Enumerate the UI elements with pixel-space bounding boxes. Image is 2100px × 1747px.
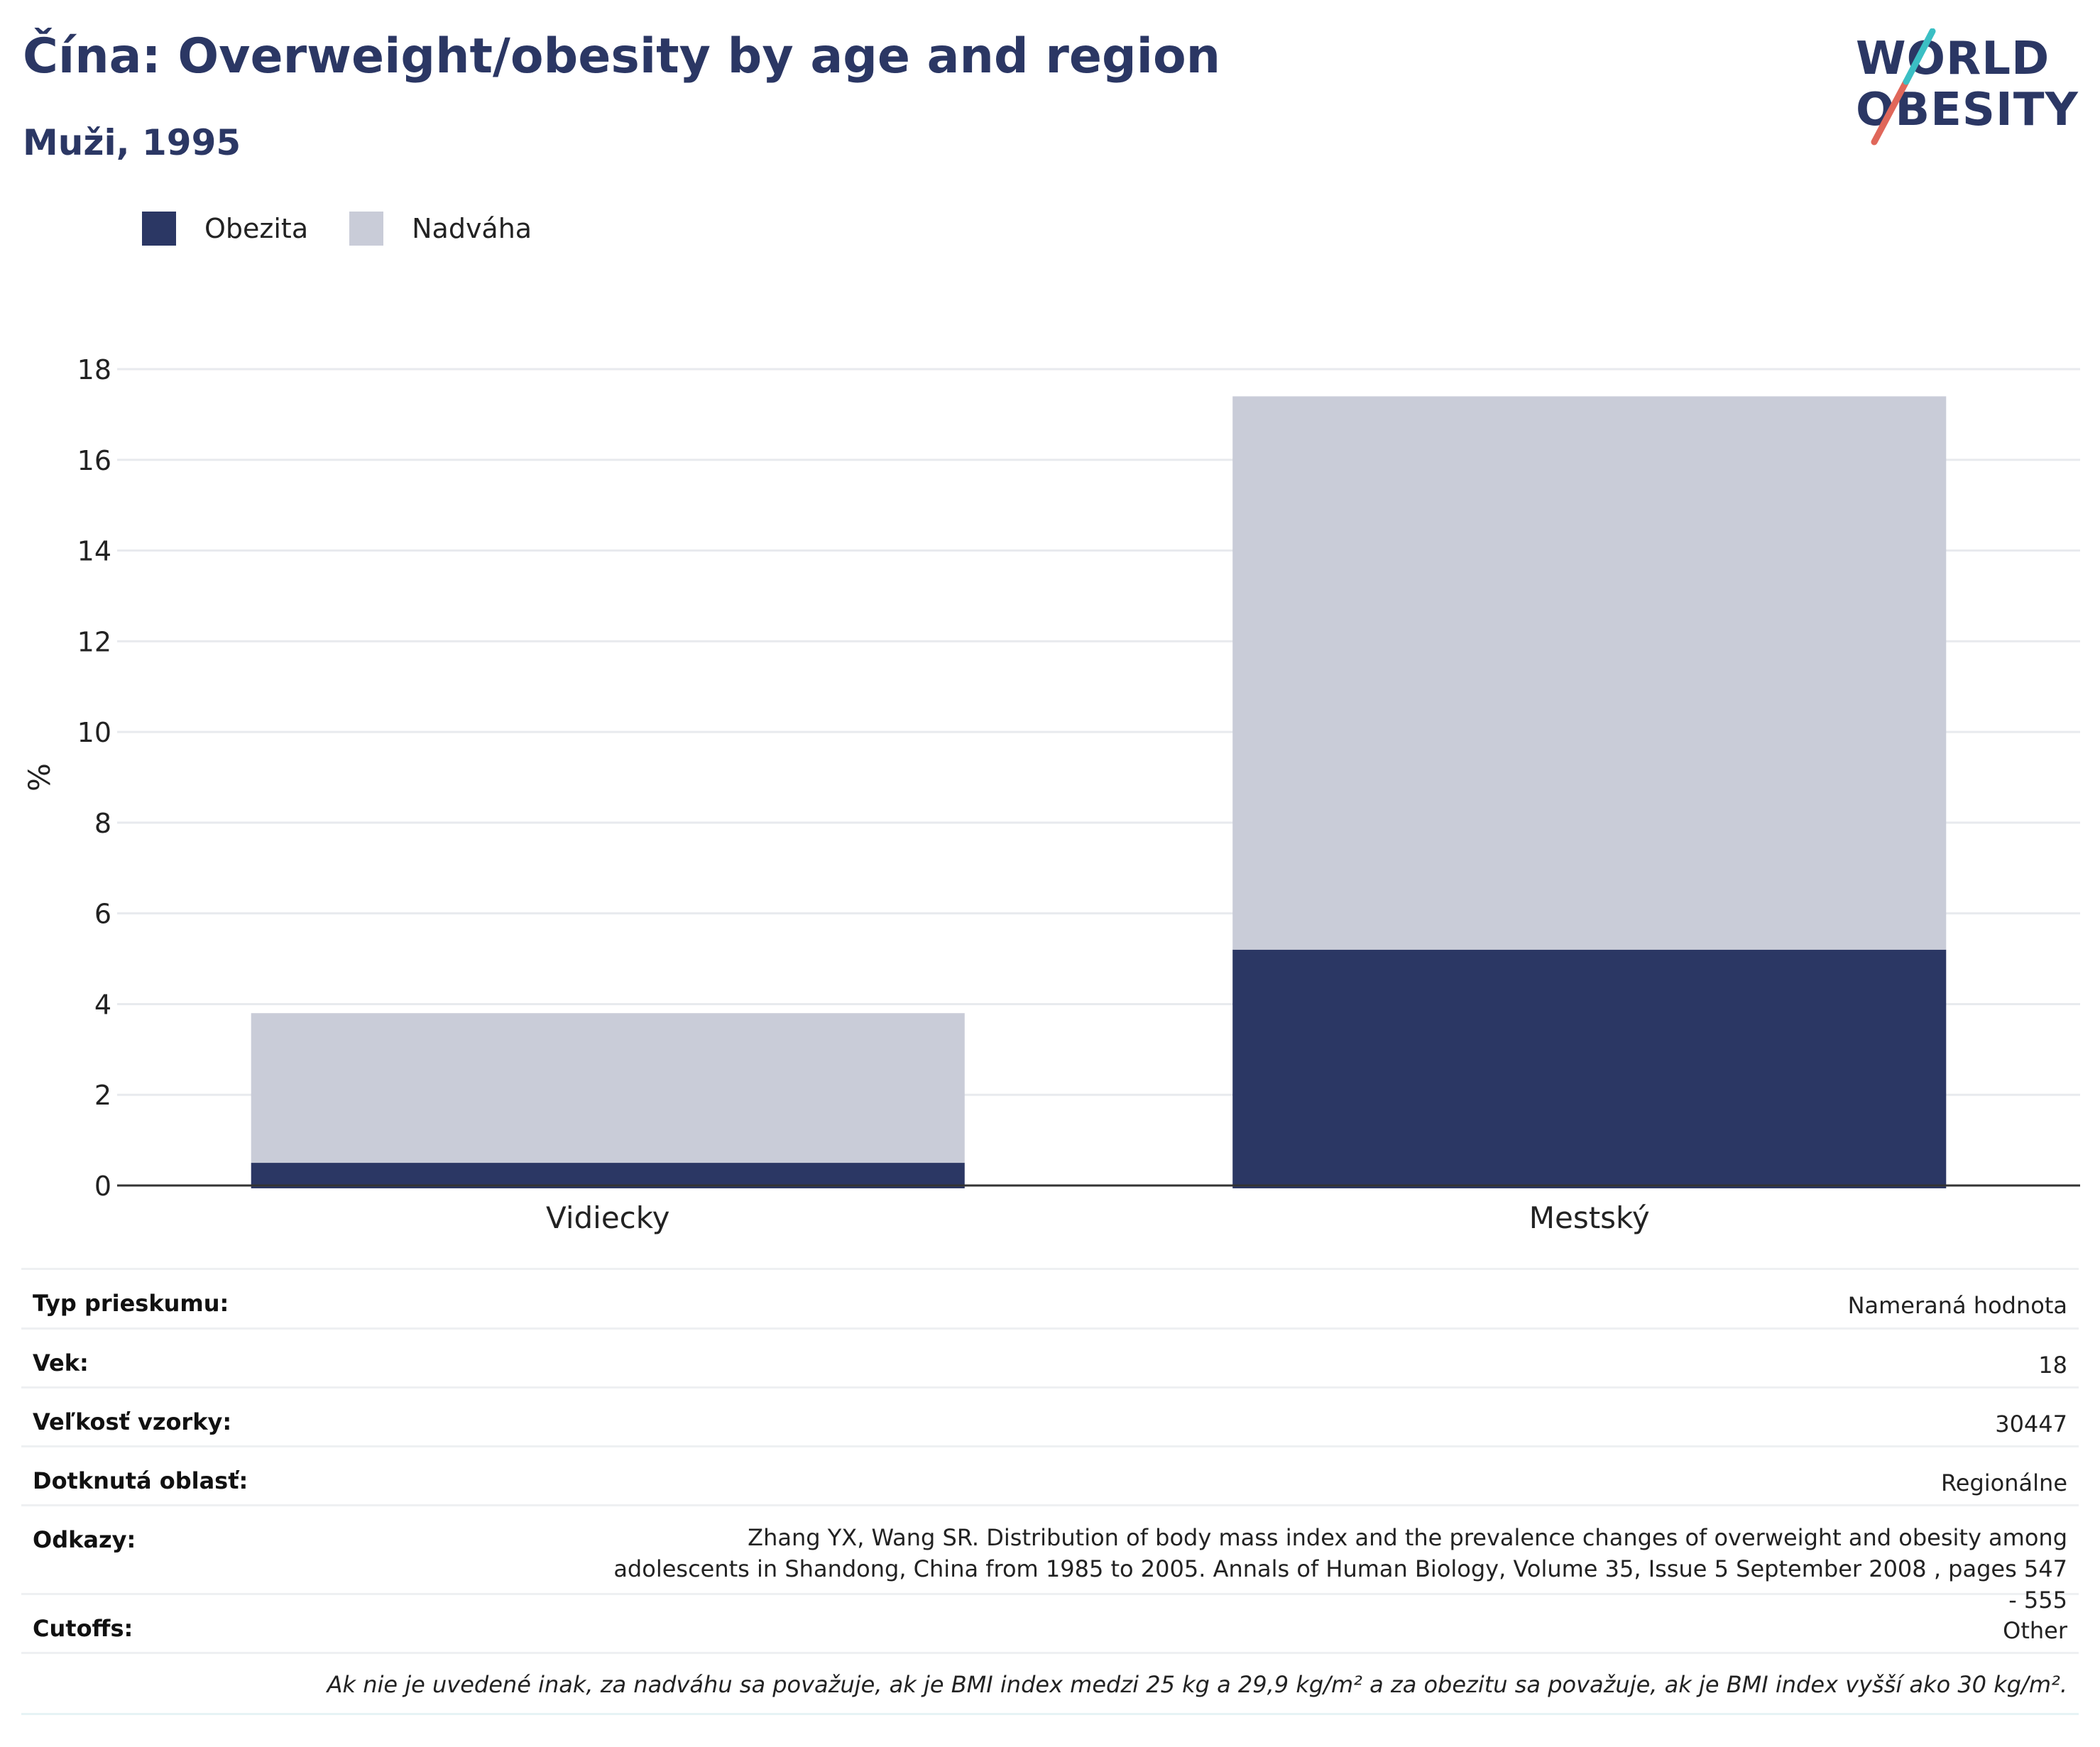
page-subtitle: Muži, 1995 — [23, 122, 241, 163]
y-tick-label: 14 — [77, 536, 111, 567]
legend-item-obezita[interactable]: Obezita — [142, 212, 308, 246]
info-value: Regionálne — [1940, 1469, 2067, 1496]
y-tick-label: 2 — [94, 1080, 111, 1111]
info-value: Other — [2003, 1617, 2067, 1644]
info-value: 30447 — [1995, 1411, 2067, 1437]
y-tick-label: 4 — [94, 989, 111, 1020]
bmi-definition-note: Ak nie je uvedené inak, za nadváhu sa po… — [327, 1671, 2067, 1698]
info-label: Dotknutá oblasť: — [33, 1467, 248, 1494]
info-row-area: Dotknutá oblasť: Regionálne — [21, 1447, 2079, 1506]
y-tick-label: 12 — [77, 626, 111, 657]
y-tick-label: 8 — [94, 808, 111, 839]
page-title: Čína: Overweight/obesity by age and regi… — [23, 28, 1221, 84]
chart-legend: Obezita Nadváha — [142, 212, 573, 246]
legend-label-obezita: Obezita — [204, 213, 309, 244]
info-label: Veľkosť vzorky: — [33, 1408, 232, 1435]
info-value: 18 — [2038, 1352, 2067, 1379]
y-tick-label: 16 — [77, 445, 111, 476]
bar-nadváha-rural — [251, 1013, 965, 1163]
info-label: Vek: — [33, 1349, 89, 1376]
bar-obezita-urban — [1232, 949, 1947, 1188]
legend-swatch-obezita — [142, 212, 176, 246]
survey-info-table: Typ prieskumu: Nameraná hodnota Vek: 18 … — [21, 1268, 2079, 1715]
info-label: Cutoffs: — [33, 1615, 133, 1642]
world-obesity-logo[interactable]: WORLD OBESITY — [1853, 28, 2087, 149]
bar-obezita-rural — [251, 1163, 965, 1188]
y-tick-label: 0 — [94, 1171, 111, 1202]
y-tick-label: 6 — [94, 899, 111, 930]
stacked-bar-chart: 0 2 4 6 8 10 12 14 16 18% Vidiecky Mestský — [22, 354, 2080, 1235]
legend-label-nadvaha: Nadváha — [412, 213, 532, 244]
logo-slash-icon — [1871, 28, 1936, 146]
info-value: Nameraná hodnota — [1847, 1292, 2067, 1319]
info-row-references: Odkazy: Zhang YX, Wang SR. Distribution … — [21, 1506, 2079, 1614]
bar-nadváha-urban — [1232, 396, 1947, 950]
info-row-survey-type: Typ prieskumu: Nameraná hodnota — [21, 1270, 2079, 1330]
reference-link[interactable]: Zhang YX, Wang SR. Distribution of body … — [613, 1524, 2067, 1614]
info-row-cutoffs: Cutoffs: Other — [21, 1595, 2079, 1654]
info-note-row: Ak nie je uvedené inak, za nadváhu sa po… — [21, 1654, 2079, 1715]
x-tick-label: Vidiecky — [546, 1200, 669, 1235]
y-tick-label: 18 — [77, 354, 111, 385]
legend-swatch-nadvaha — [349, 212, 384, 246]
x-tick-label: Mestský — [1529, 1200, 1650, 1235]
y-axis-label: % — [22, 763, 57, 792]
logo-text-world: WORLD — [1856, 33, 2050, 85]
info-label: Typ prieskumu: — [33, 1290, 229, 1317]
info-label: Odkazy: — [33, 1526, 136, 1553]
info-row-age: Vek: 18 — [21, 1330, 2079, 1389]
y-tick-label: 10 — [77, 717, 111, 748]
legend-item-nadvaha[interactable]: Nadváha — [349, 212, 532, 246]
info-row-sample-size: Veľkosť vzorky: 30447 — [21, 1389, 2079, 1447]
